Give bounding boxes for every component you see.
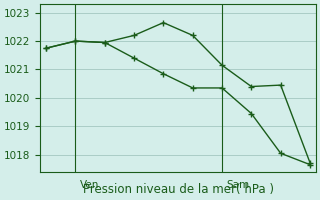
Text: Sam: Sam: [227, 180, 250, 190]
Text: Ven: Ven: [80, 180, 99, 190]
X-axis label: Pression niveau de la mer( hPa ): Pression niveau de la mer( hPa ): [83, 183, 274, 196]
